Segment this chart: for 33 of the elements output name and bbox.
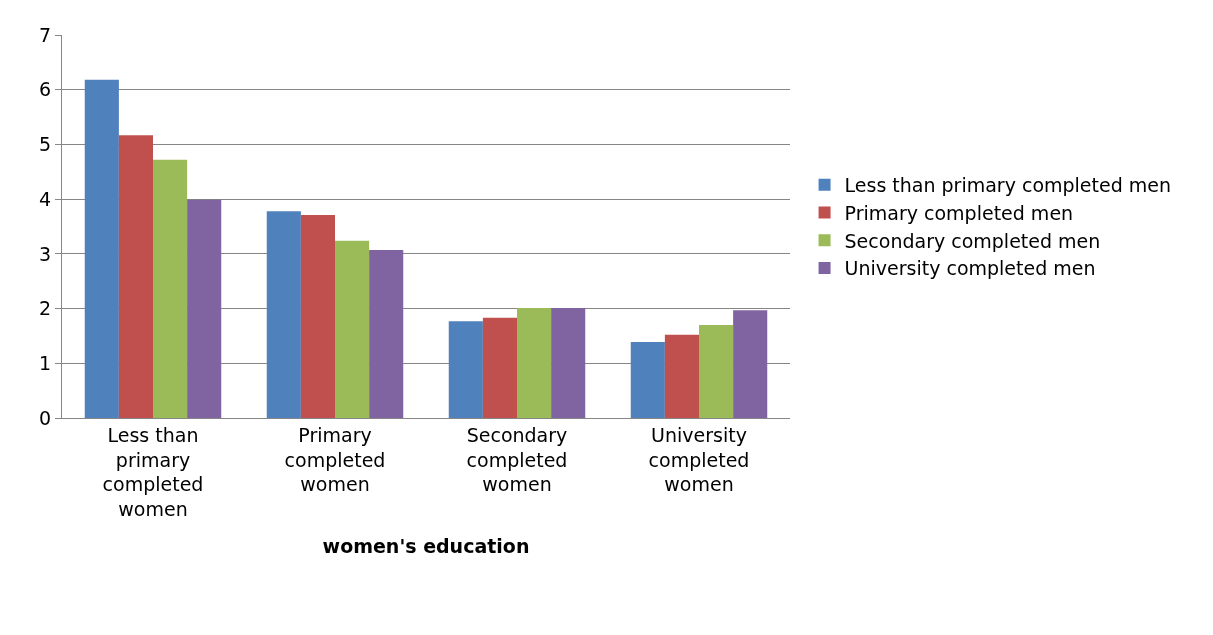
bar — [517, 308, 552, 418]
y-tick-label: 3 — [39, 242, 52, 265]
bar — [187, 199, 222, 418]
bar — [369, 250, 404, 418]
y-tick-label: 7 — [39, 23, 52, 46]
legend-label: Secondary completed men — [844, 229, 1101, 252]
y-tick-label: 0 — [39, 406, 52, 429]
bar — [335, 240, 370, 418]
x-tick-label: University completed women — [648, 423, 750, 496]
bar — [84, 79, 119, 418]
bar — [733, 310, 768, 418]
x-tick-label: Primary completed women — [284, 423, 386, 496]
x-tick-label: Less than primary completed women — [102, 423, 204, 520]
legend-label: Less than primary completed men — [844, 174, 1172, 197]
bar — [266, 211, 301, 418]
bar — [300, 215, 335, 418]
bar — [664, 334, 699, 418]
bar — [551, 308, 586, 418]
bar — [699, 324, 734, 418]
y-tick-label: 2 — [39, 297, 52, 320]
bar — [153, 159, 188, 418]
x-tick-label: Secondary completed women — [466, 423, 568, 496]
y-tick-label: 1 — [39, 351, 52, 374]
y-tick-label: 6 — [39, 78, 52, 101]
bar — [482, 317, 517, 418]
y-tick-label: 5 — [39, 133, 52, 156]
bar — [630, 341, 665, 418]
bar — [118, 135, 153, 418]
x-axis-title: women's education — [322, 534, 530, 557]
bar — [448, 321, 483, 418]
y-tick-label: 4 — [39, 187, 52, 210]
legend-label: University completed men — [844, 257, 1096, 280]
legend-label: Primary completed men — [844, 201, 1074, 224]
